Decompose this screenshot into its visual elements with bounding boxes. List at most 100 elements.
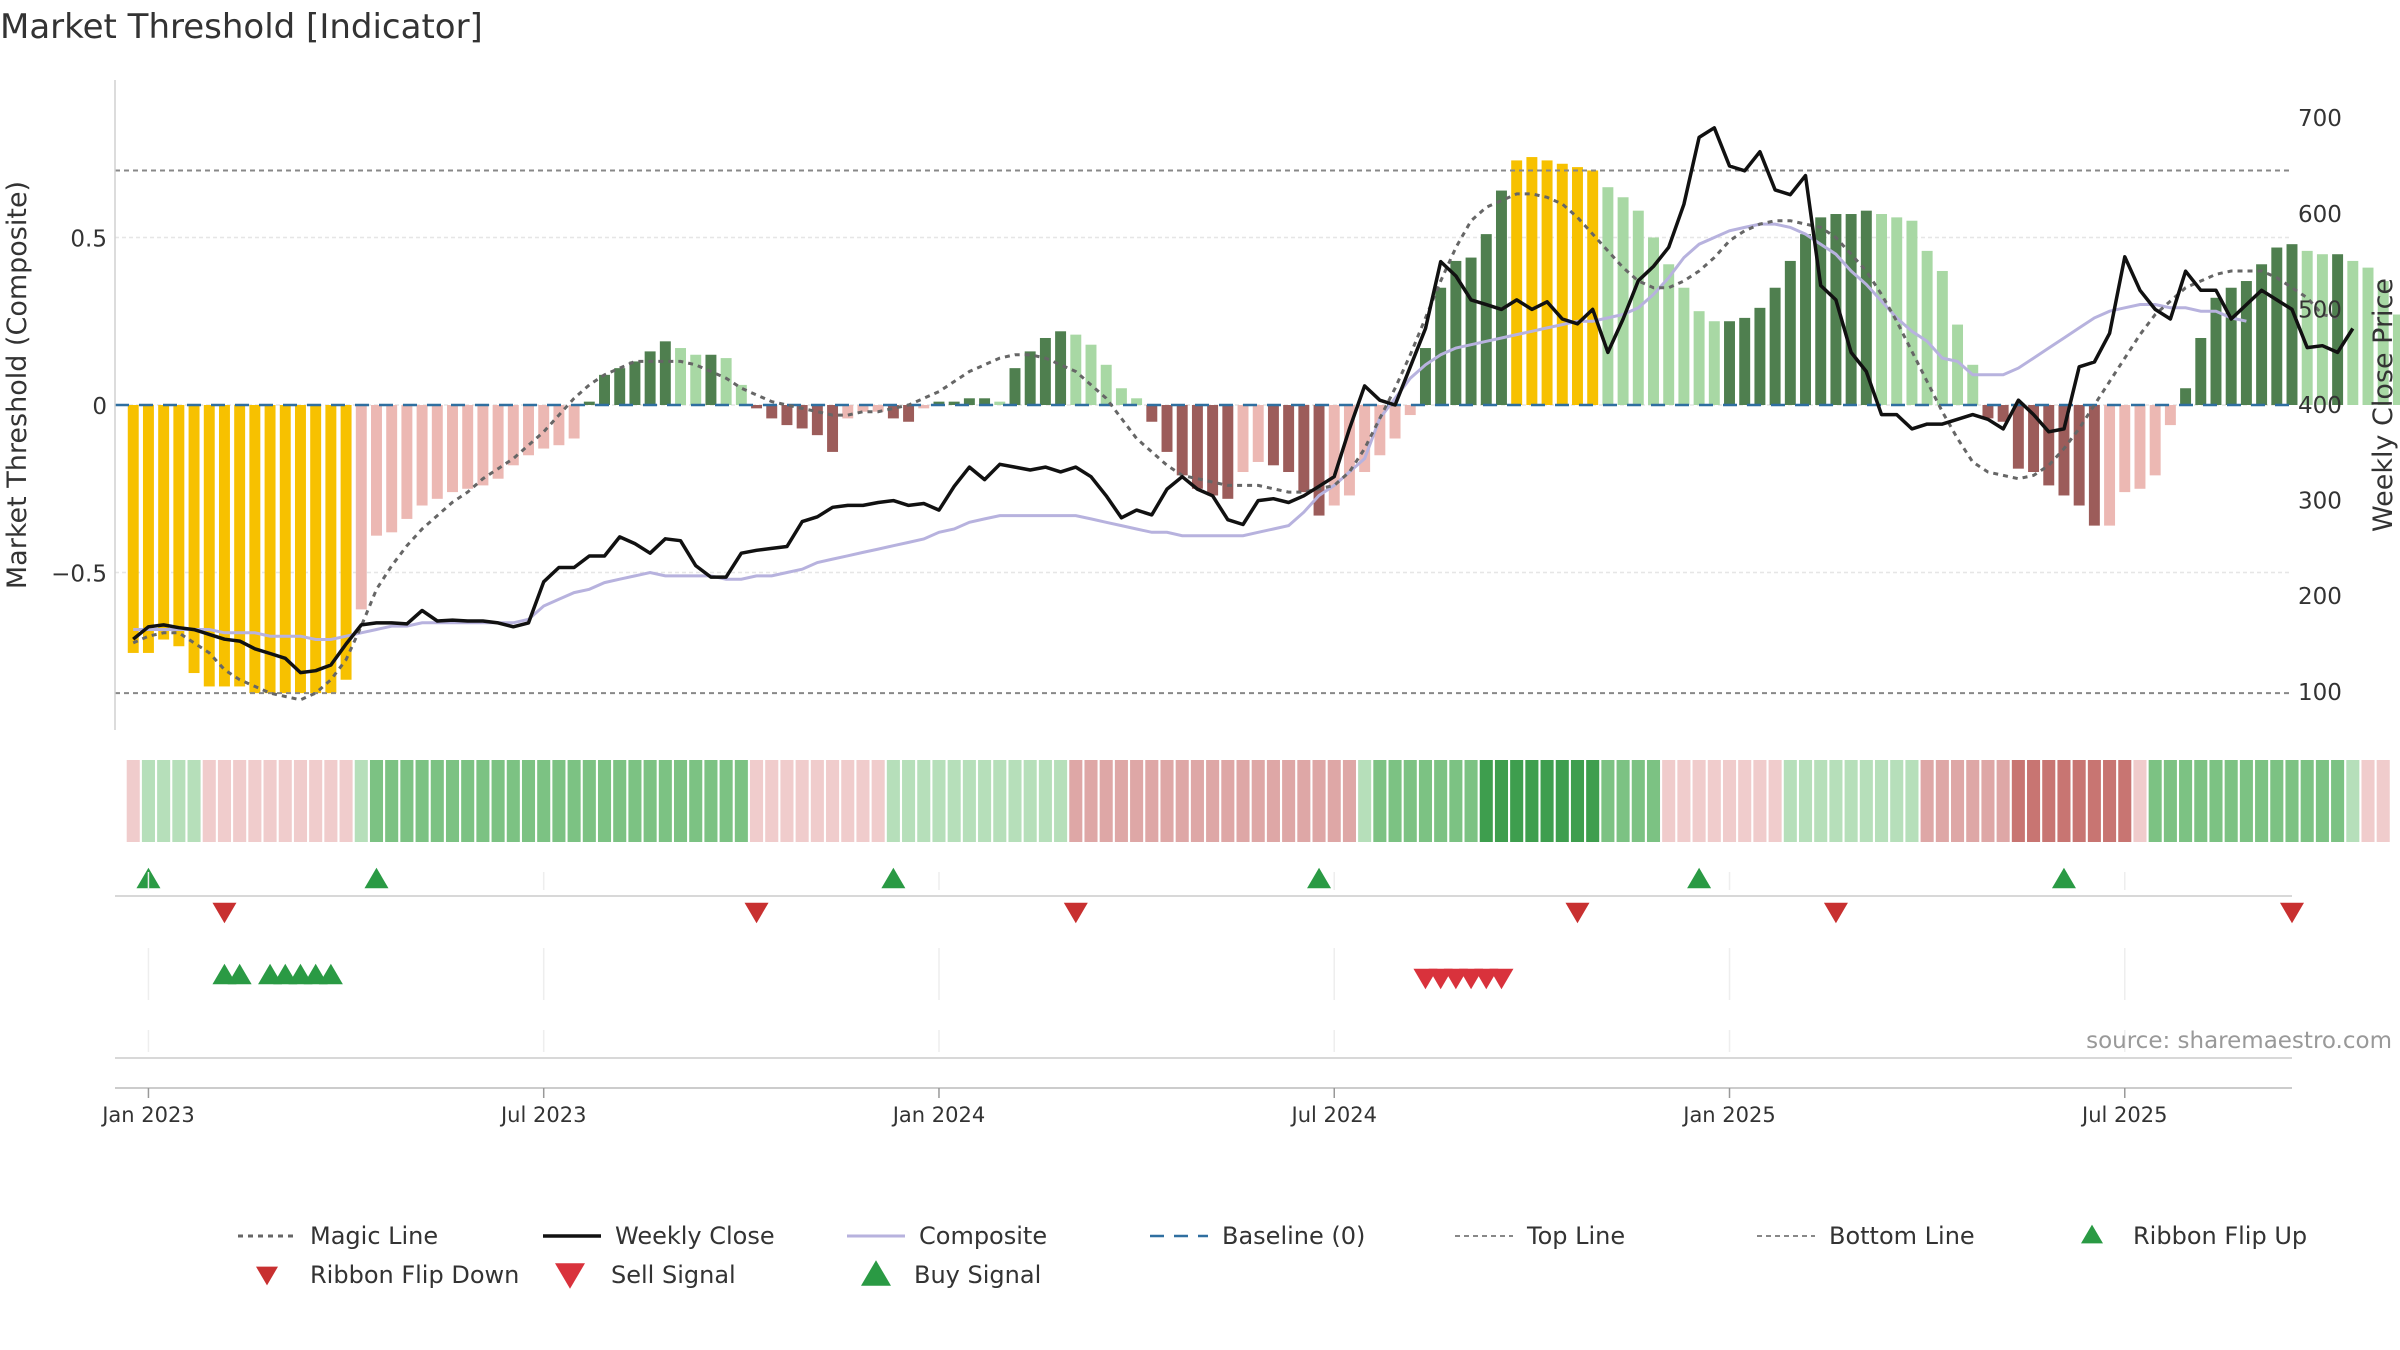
ribbon-segment	[704, 760, 718, 842]
sell-signal-marker	[1474, 968, 1499, 990]
ribbon-segment	[1783, 760, 1797, 842]
composite-bar	[294, 405, 306, 694]
legend-label: Buy Signal	[914, 1261, 1041, 1289]
composite-bar	[1982, 405, 1994, 419]
ribbon-segment	[841, 760, 855, 842]
ribbon-segment	[476, 760, 490, 842]
ribbon-segment	[1069, 760, 1083, 842]
composite-bar	[659, 341, 671, 405]
legend-label: Bottom Line	[1829, 1222, 1975, 1250]
composite-bar	[751, 405, 763, 409]
ribbon-segment	[202, 760, 216, 842]
composite-bar	[766, 405, 778, 419]
ribbon-segment	[2315, 760, 2329, 842]
composite-bar	[1374, 405, 1386, 456]
composite-bar	[903, 405, 915, 422]
legend-label: Baseline (0)	[1222, 1222, 1365, 1250]
composite-bar	[1009, 368, 1021, 405]
composite-bar	[1298, 405, 1310, 493]
legend-label: Magic Line	[310, 1222, 438, 1250]
composite-bar	[477, 405, 489, 486]
right-tick-label: 100	[2298, 680, 2342, 706]
ribbon-segment	[141, 760, 155, 842]
composite-bar	[1435, 287, 1447, 405]
ribbon-segment	[400, 760, 414, 842]
composite-bar	[2088, 405, 2100, 526]
composite-bar	[872, 405, 884, 412]
buy-signal-marker	[258, 963, 283, 985]
ribbon-segment	[2072, 760, 2086, 842]
composite-bar	[599, 374, 610, 405]
ribbon-segment	[1282, 760, 1296, 842]
legend-label: Composite	[919, 1222, 1047, 1250]
ribbon-segment	[1859, 760, 1873, 842]
ribbon-segment	[2255, 760, 2269, 842]
composite-bar	[2392, 314, 2400, 405]
buy-signal-marker	[318, 963, 343, 985]
ribbon-segment	[552, 760, 566, 842]
ribbon-segment	[2209, 760, 2223, 842]
ribbon-segment	[2042, 760, 2056, 842]
composite-bar	[2332, 254, 2344, 405]
weekly-close-line	[132, 126, 2355, 675]
buy-signal-marker	[288, 963, 313, 985]
ribbon-flip-up-marker	[364, 867, 389, 889]
composite-bar	[1465, 257, 1477, 405]
composite-bar	[1267, 405, 1279, 466]
composite-bar	[568, 405, 580, 439]
x-tick-label: Jul 2025	[2080, 1103, 2167, 1127]
ribbon-segment	[1646, 760, 1661, 842]
ribbon-segment	[1722, 760, 1737, 842]
ribbon-segment	[2224, 760, 2238, 842]
composite-bar	[705, 354, 717, 405]
composite-bar	[127, 405, 139, 653]
ribbon-segment	[1798, 760, 1813, 842]
composite-bar	[325, 405, 337, 694]
composite-bar	[2271, 247, 2283, 405]
right-tick-label: 600	[2298, 202, 2342, 228]
composite-bar	[1419, 348, 1431, 405]
ribbon-segment	[2163, 760, 2177, 842]
ribbon-segment	[1555, 760, 1569, 842]
composite-bar	[979, 398, 991, 405]
ribbon-segment	[1920, 760, 1934, 842]
magic-line	[132, 192, 2338, 702]
buy-signal-marker	[227, 963, 252, 985]
ribbon-flip-down-marker	[1063, 902, 1088, 924]
composite-bar	[1526, 157, 1538, 405]
composite-bar	[1207, 405, 1219, 496]
sell-signal-marker	[1428, 968, 1453, 990]
ribbon-segment	[962, 760, 976, 842]
composite-bar	[2180, 388, 2192, 405]
ribbon-segment	[187, 760, 201, 842]
buy-signal-marker	[212, 963, 237, 985]
composite-bar	[249, 405, 261, 694]
ribbon-segment	[1753, 760, 1767, 842]
ribbon-segment	[1054, 760, 1068, 842]
legend-label: Ribbon Flip Down	[310, 1261, 519, 1289]
x-axis: Jan 2023 Jul 2023 Jan 2024 Jul 2024 Jan 2025…	[100, 872, 2168, 1127]
composite-bar	[462, 405, 474, 489]
ribbon-segment	[1768, 760, 1782, 842]
composite-bar	[371, 405, 382, 536]
ribbon-segment	[689, 760, 703, 842]
composite-bar	[720, 358, 732, 405]
ribbon-segment	[1251, 760, 1265, 842]
composite-bar	[887, 405, 899, 419]
ribbon-segment	[445, 760, 460, 842]
signal-markers	[115, 867, 2304, 1289]
ribbon-segment	[309, 760, 323, 842]
composite-bar	[1389, 405, 1401, 439]
composite-bar	[1480, 234, 1492, 405]
ribbon-flip-down-marker	[212, 902, 237, 924]
composite-bar	[1404, 405, 1416, 416]
composite-bar	[1085, 344, 1097, 405]
ribbon-segment	[385, 760, 399, 842]
right-tick-label: 300	[2298, 489, 2342, 515]
composite-bar	[629, 361, 641, 405]
composite-bar	[1176, 405, 1188, 476]
ribbon-segment	[537, 760, 551, 842]
composite-bar	[1146, 405, 1158, 422]
ribbon-segment	[1145, 760, 1159, 842]
composite-bar	[2256, 264, 2268, 405]
